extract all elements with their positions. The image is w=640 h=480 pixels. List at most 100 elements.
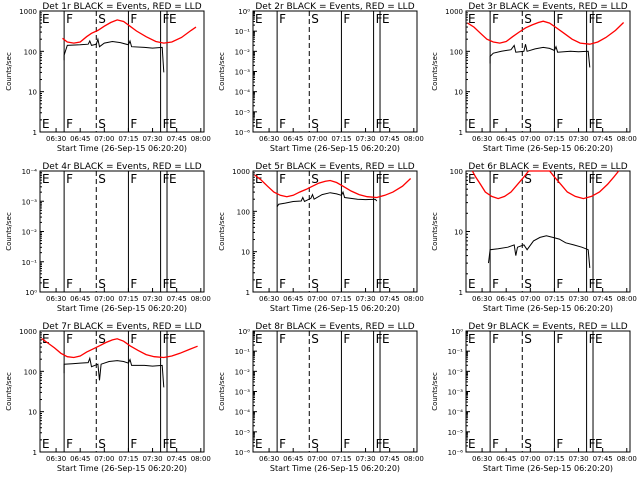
x-tick-label: 07:00 <box>520 135 540 143</box>
marker-label-top: F <box>376 12 383 26</box>
marker-label-bottom: F <box>279 277 286 291</box>
x-tick-label: 07:45 <box>380 455 400 463</box>
y-tick-label: 100 <box>24 48 37 56</box>
marker-label-top: F <box>589 172 596 186</box>
marker-label-top: S <box>98 172 106 186</box>
x-tick-label: 07:00 <box>520 295 540 303</box>
marker-label-top: S <box>311 12 319 26</box>
marker-label-top: F <box>343 332 350 346</box>
marker-label-top: E <box>595 12 603 26</box>
series-line-lld <box>254 174 412 199</box>
x-tick-label: 08:00 <box>191 455 211 463</box>
marker-label-top: F <box>66 12 73 26</box>
marker-label-top: E <box>169 12 177 26</box>
series-line-lld <box>41 337 198 359</box>
panel-title: Det 9r BLACK = Events, RED = LLD <box>468 322 627 332</box>
x-tick-label: 06:45 <box>283 295 303 303</box>
x-tick-label: 07:15 <box>331 455 351 463</box>
x-tick-label: 07:45 <box>593 135 613 143</box>
marker-label-bottom: E <box>595 117 603 131</box>
series-line-events <box>489 44 591 68</box>
marker-label-top: E <box>382 172 390 186</box>
x-tick-label: 07:30 <box>568 455 588 463</box>
x-tick-label: 08:00 <box>404 135 424 143</box>
x-tick-label: 07:00 <box>94 455 114 463</box>
panel-det-9: Det 9r BLACK = Events, RED = LLD 10⁻⁶ 10⁻⁵… <box>431 322 637 473</box>
x-tick-label: 06:30 <box>472 295 492 303</box>
series-line-lld <box>62 19 197 44</box>
x-axis-label: Start Time (26-Sep-15 06:20:20) <box>483 144 613 153</box>
y-tick-label: 100 <box>450 168 463 176</box>
x-tick-label: 08:00 <box>404 295 424 303</box>
x-tick-label: 07:45 <box>593 295 613 303</box>
y-tick-label: 10 <box>28 89 37 97</box>
x-tick-label: 06:30 <box>472 455 492 463</box>
y-tick-label: 1000 <box>232 168 250 176</box>
marker-label-top: S <box>98 12 106 26</box>
panel-title: Det 4r BLACK = Events, RED = LLD <box>42 162 201 172</box>
x-tick-label: 06:45 <box>70 135 90 143</box>
panel-det-5: Det 5r BLACK = Events, RED = LLD 1 10 100 10… <box>218 162 424 313</box>
y-tick-label: 100 <box>237 208 250 216</box>
x-tick-label: 07:30 <box>568 135 588 143</box>
series-line-events <box>488 235 591 268</box>
y-tick-label: 10⁻² <box>22 229 38 237</box>
x-tick-label: 08:00 <box>617 455 637 463</box>
y-tick-label: 10⁻³ <box>22 198 38 206</box>
marker-label-bottom: S <box>311 277 319 291</box>
y-tick-label: 10 <box>241 249 250 257</box>
x-tick-label: 08:00 <box>191 295 211 303</box>
y-tick-label: 10⁰ <box>238 328 250 336</box>
x-axis-label: Start Time (26-Sep-15 06:20:20) <box>270 464 400 473</box>
marker-label-bottom: F <box>130 437 137 451</box>
marker-label-bottom: E <box>382 437 390 451</box>
x-tick-label: 07:00 <box>94 135 114 143</box>
series-line-events <box>63 356 165 388</box>
panel-title: Det 5r BLACK = Events, RED = LLD <box>255 162 414 172</box>
marker-label-top: S <box>98 332 106 346</box>
marker-label-bottom: F <box>163 117 170 131</box>
panel-det-7: Det 7r BLACK = Events, RED = LLD 1 10 100 10… <box>5 322 211 473</box>
panel-det-2: Det 2r BLACK = Events, RED = LLD 10⁻⁶ 10⁻⁵… <box>218 2 424 153</box>
marker-label-top: F <box>492 12 499 26</box>
y-axis-label: Counts/sec <box>431 52 439 91</box>
y-tick-label: 100 <box>24 368 37 376</box>
y-axis-label: Counts/sec <box>431 212 439 251</box>
y-tick-label: 1 <box>33 129 37 137</box>
marker-label-bottom: F <box>492 277 499 291</box>
marker-label-top: E <box>468 172 476 186</box>
marker-label-top: F <box>492 332 499 346</box>
marker-label-bottom: F <box>279 437 286 451</box>
y-tick-label: 10⁻¹ <box>22 259 38 267</box>
y-tick-label: 10⁻⁵ <box>448 429 464 437</box>
marker-label-bottom: S <box>524 117 532 131</box>
marker-label-top: F <box>66 172 73 186</box>
panel-title: Det 2r BLACK = Events, RED = LLD <box>255 2 414 12</box>
x-tick-label: 07:30 <box>142 455 162 463</box>
y-tick-label: 10⁻⁵ <box>235 109 251 117</box>
x-tick-label: 07:30 <box>568 295 588 303</box>
marker-label-top: F <box>556 172 563 186</box>
marker-label-bottom: F <box>163 277 170 291</box>
marker-label-top: F <box>163 12 170 26</box>
marker-label-top: E <box>255 332 263 346</box>
y-tick-label: 10⁻¹ <box>235 348 251 356</box>
x-tick-label: 06:45 <box>496 135 516 143</box>
x-tick-label: 07:00 <box>520 455 540 463</box>
marker-label-bottom: F <box>66 277 73 291</box>
x-tick-label: 07:45 <box>167 455 187 463</box>
marker-label-top: F <box>343 172 350 186</box>
marker-label-bottom: S <box>524 277 532 291</box>
marker-label-bottom: F <box>589 437 596 451</box>
marker-label-bottom: F <box>343 277 350 291</box>
x-tick-label: 07:15 <box>118 135 138 143</box>
marker-label-bottom: S <box>98 117 106 131</box>
x-tick-label: 06:30 <box>46 455 66 463</box>
marker-label-bottom: E <box>169 117 177 131</box>
y-tick-label: 100 <box>450 48 463 56</box>
y-tick-label: 10⁻² <box>235 48 251 56</box>
series-line-events <box>276 190 378 207</box>
x-axis-label: Start Time (26-Sep-15 06:20:20) <box>483 464 613 473</box>
x-tick-label: 07:30 <box>142 135 162 143</box>
x-tick-label: 06:30 <box>46 295 66 303</box>
